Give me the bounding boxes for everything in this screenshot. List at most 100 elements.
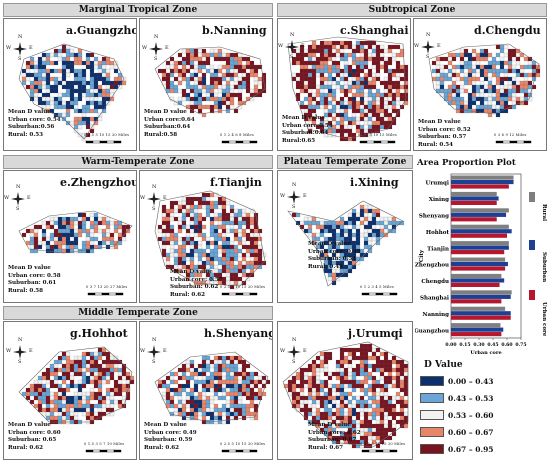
mean-d-value-stats-hohhot: Mean D value Urban core: 0.60 Suburban: 0.… xyxy=(8,422,61,452)
chart-bar xyxy=(451,282,500,287)
compass-label-s: S xyxy=(290,54,294,60)
compass-label-w: W xyxy=(6,348,12,354)
chart-category-label: Guangzhou xyxy=(415,328,449,334)
stat-line: Mean D value xyxy=(308,241,351,247)
choropleth-map-tianjin xyxy=(154,190,267,290)
stat-line: Suburban: 0.57 xyxy=(418,134,467,141)
chart-bar xyxy=(451,290,512,295)
map-title-zhengzhou: e.Zhengzhou xyxy=(60,176,137,189)
map-panel-hohhot: g.Hohhot Mean D value Urban core: 0.60 Subu… xyxy=(3,321,137,460)
choropleth-map-zhengzhou xyxy=(18,210,133,254)
map-panel-nanning: b.Nanning Mean D value Urban core:0.64 Subu… xyxy=(139,18,273,151)
compass-label-n: N xyxy=(154,34,159,40)
stat-line: Suburban: 0.67 xyxy=(308,437,357,444)
north-arrow-icon xyxy=(13,345,27,359)
stat-line: Suburban:0.56 xyxy=(8,124,55,131)
map-title-xining: i.Xining xyxy=(350,176,399,189)
stat-line: Urban core: 0.49 xyxy=(144,429,197,436)
stat-line: Rural: 0.67 xyxy=(308,444,344,451)
chart-bar xyxy=(451,250,505,255)
compass-label-s: S xyxy=(18,359,22,365)
stat-line: Rural: 0.62 xyxy=(144,444,180,451)
north-arrow-icon xyxy=(149,42,163,56)
scale-bar-label: 0 1.5 3 5 7 10 Miles xyxy=(84,442,125,446)
mean-d-value-stats-shenyang: Mean D value Urban core: 0.49 Suburban: 0.… xyxy=(144,422,197,452)
chart-legend-label: Urban core xyxy=(541,302,547,337)
compass-label-s: S xyxy=(152,206,156,212)
legend-swatch xyxy=(420,427,444,437)
choropleth-map-shanghai xyxy=(287,36,409,142)
chart-x-tick-label: 0.30 xyxy=(473,342,484,348)
chart-bar xyxy=(451,217,497,222)
mean-d-value-stats-shanghai: Mean D value Urban core:0.54 Suburban:0.64… xyxy=(282,115,333,145)
north-arrow-icon xyxy=(147,345,161,359)
chart-legend-label: Suburban xyxy=(541,252,547,282)
stat-line: Rural: 0.62 xyxy=(8,444,44,451)
chart-y-axis-label: City xyxy=(419,249,425,262)
chart-category-label: Shanghai xyxy=(420,296,449,302)
compass-label-w: W xyxy=(4,195,10,201)
zone-label-warm-temperate: Warm-Temperate Zone xyxy=(3,155,273,169)
legend-item: 0.43 – 0.53 xyxy=(420,393,494,403)
choropleth-map-shenyang xyxy=(154,351,271,425)
mean-d-value-stats-nanning: Mean D value Urban core:0.64 Suburban:0.64… xyxy=(144,109,195,139)
chart-bar xyxy=(451,184,509,189)
map-panel-tianjin: f.Tianjin Mean D value Urban core: 0.57 Sub… xyxy=(139,170,273,303)
north-arrow-icon xyxy=(11,192,25,206)
stat-line: Urban core: 0.49 xyxy=(308,248,361,255)
legend-item: 0.53 – 0.60 xyxy=(420,410,494,420)
scale-bar xyxy=(221,449,258,453)
map-title-chengdu: d.Chengdu xyxy=(474,24,541,37)
stat-line: Urban core: 0.60 xyxy=(8,429,61,436)
stat-line: Urban core:0.64 xyxy=(144,116,195,123)
chart-bar xyxy=(451,257,506,262)
stat-line: Urban core: 0.62 xyxy=(308,429,361,436)
mean-d-value-stats-guangzhou: Mean D value Urban core: 0.54 Suburban:0.5… xyxy=(8,109,61,139)
mean-d-value-stats-zhengzhou: Mean D value Urban core: 0.58 Suburban: 0.… xyxy=(8,265,61,295)
legend-swatch xyxy=(420,444,444,454)
chart-bar xyxy=(451,315,511,320)
scale-bar-label: 0 3 7 13 20 27 Miles xyxy=(86,285,128,289)
compass-label-w: W xyxy=(280,348,286,354)
chart-x-tick-label: 0.60 xyxy=(501,342,512,348)
north-arrow-icon xyxy=(287,190,301,204)
compass-label-s: S xyxy=(426,54,430,60)
stat-line: Urban core: 0.52 xyxy=(418,126,471,133)
compass-label-w: W xyxy=(140,195,146,201)
stat-line: Rural:0.58 xyxy=(144,131,178,138)
stat-line: Mean D value xyxy=(170,269,213,275)
stat-line: Mean D value xyxy=(418,119,461,125)
legend-title: D Value xyxy=(424,360,463,370)
legend-label: 0.43 – 0.53 xyxy=(448,393,494,403)
chart-bar xyxy=(451,278,505,283)
chart-legend-swatch xyxy=(529,240,535,250)
scale-bar-label: 0 1 2 3 4 5 Miles xyxy=(360,285,394,289)
mean-d-value-stats-tianjin: Mean D value Urban core: 0.57 Suburban: 0.… xyxy=(170,269,223,299)
chart-bar xyxy=(451,241,509,246)
legend-swatch xyxy=(420,393,444,403)
choropleth-map-hohhot xyxy=(18,346,135,425)
compass-label-e: E xyxy=(303,348,307,354)
stat-line: Suburban: 0.62 xyxy=(170,284,219,291)
legend-item: 0.60 – 0.67 xyxy=(420,427,494,437)
mean-d-value-stats-chengdu: Mean D value Urban core: 0.52 Suburban: 0.… xyxy=(418,119,471,149)
scale-bar xyxy=(361,292,398,296)
chart-x-tick-label: 0.75 xyxy=(515,342,526,348)
legend-item: 0.67 – 0.95 xyxy=(420,444,494,454)
compass-label-n: N xyxy=(16,184,21,190)
compass-label-e: E xyxy=(303,193,307,199)
scale-bar-label: 0 3 6 9 12 Miles xyxy=(494,133,527,137)
compass-label-w: W xyxy=(6,45,12,51)
scale-bar xyxy=(85,140,122,144)
scale-bar-label: 0 2.5 5 10 15 20 Miles xyxy=(220,285,266,289)
compass-label-s: S xyxy=(18,56,22,62)
chart-bar xyxy=(451,311,511,316)
legend-swatch xyxy=(420,376,444,386)
chart-legend-label: Rural xyxy=(541,204,547,221)
legend-label: 0.53 – 0.60 xyxy=(448,410,494,420)
chart-x-tick-label: 0.45 xyxy=(487,342,498,348)
chart-x-axis-label: Urban core xyxy=(470,350,501,356)
chart-category-label: Nanning xyxy=(422,312,449,318)
stat-line: Urban core:0.54 xyxy=(282,122,333,129)
compass-label-w: W xyxy=(278,43,284,49)
